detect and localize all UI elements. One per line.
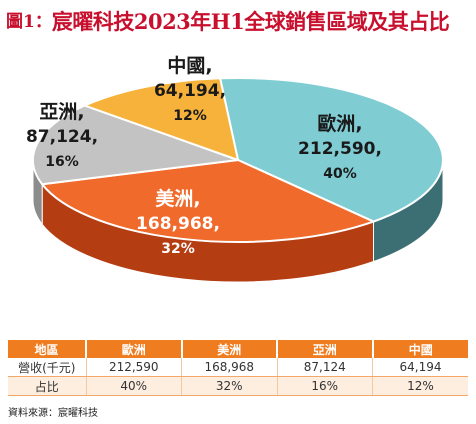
pie-label-americas-value: 168,968, [136, 214, 220, 234]
table-cell: 32% [181, 376, 277, 396]
header-americas: 美洲 [180, 340, 277, 358]
pie-label-china-name: 中國, [167, 54, 212, 77]
table-cell: 87,124 [276, 358, 373, 377]
pie-slice-europe [219, 77, 444, 223]
figure-number: 圖1： [6, 12, 52, 32]
pie-label-asia-percent: 16% [45, 154, 79, 170]
pie-label-asia-name: 亞洲, [39, 101, 84, 123]
pie-label-americas-percent: 32% [161, 241, 195, 257]
table-cell: 營收(千元) [8, 358, 86, 377]
header-asia: 亞洲 [276, 340, 373, 358]
table-cell: 212,590 [85, 358, 182, 377]
pie-slice-asia [32, 104, 239, 186]
pie-label-china-percent: 12% [173, 108, 207, 124]
pie-chart: 歐洲, 212,590, 40% 美洲, 168,968, 32% 亞洲, 87,124, 16… [26, 54, 444, 283]
table-row-revenue: 營收(千元) 212,590 168,968 87,124 64,194 [8, 358, 468, 377]
table-header-row: 地區 歐洲 美洲 亞洲 中國 [8, 340, 468, 358]
pie-label-americas-name: 美洲, [155, 187, 200, 210]
table-cell: 64,194 [372, 358, 468, 377]
pie-slice-americas [41, 159, 375, 243]
pie-labels: 歐洲, 212,590, 40% 美洲, 168,968, 32% 亞洲, 87,124, 16… [26, 54, 382, 257]
header-china: 中國 [371, 340, 468, 358]
table-cell: 16% [276, 376, 373, 396]
pie-label-asia-value: 87,124, [26, 127, 98, 147]
table-cell: 占比 [8, 376, 86, 396]
table-cell: 12% [372, 376, 468, 396]
header-region: 地區 [8, 340, 86, 358]
source-note: 資料來源：宸曜科技 [8, 408, 98, 419]
pie-label-china-value: 64,194, [154, 81, 226, 101]
pie-slice-china [83, 77, 239, 161]
chart-title: 圖1：宸曜科技2023年H1全球銷售區域及其占比 [6, 6, 472, 40]
header-europe: 歐洲 [85, 340, 182, 358]
pie-label-europe-percent: 40% [323, 166, 357, 182]
table-cell: 168,968 [181, 358, 277, 377]
chart-title-text: 宸曜科技2023年H1全球銷售區域及其占比 [51, 9, 450, 34]
pie-label-europe-name: 歐洲, [317, 112, 362, 135]
pie-label-europe-value: 212,590, [298, 139, 382, 159]
table-cell: 40% [85, 376, 182, 396]
pie-slices [32, 77, 444, 243]
data-table: 地區 歐洲 美洲 亞洲 中國 營收(千元) 212,590 168,968 87… [8, 340, 468, 396]
table-row-share: 占比 40% 32% 16% 12% [8, 376, 468, 396]
